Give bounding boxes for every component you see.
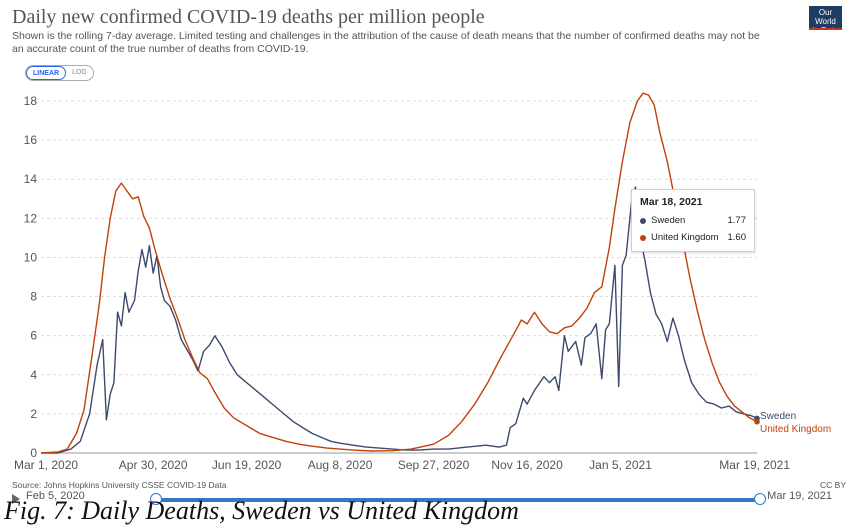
chart-title: Daily new confirmed COVID-19 deaths per … xyxy=(12,6,485,28)
tooltip-row-uk: United Kingdom 1.60 xyxy=(640,232,746,243)
y-tick-label: 16 xyxy=(24,133,38,147)
end-labels: Sweden United Kingdom xyxy=(760,411,831,435)
x-tick-label: Sep 27, 2020 xyxy=(398,458,470,472)
y-tick-label: 18 xyxy=(24,94,38,108)
tooltip-series-name: Sweden xyxy=(651,215,686,226)
tooltip-series-value: 1.60 xyxy=(727,232,747,243)
timeline-start-label: Feb 5, 2020 xyxy=(26,490,85,502)
source-text: Source: Johns Hopkins University CSSE CO… xyxy=(12,480,227,490)
logo-line-2: in Data xyxy=(812,26,839,35)
owid-logo[interactable]: Our World in Data xyxy=(809,6,842,35)
chart-subtitle: Shown is the rolling 7-day average. Limi… xyxy=(12,30,760,55)
hover-tooltip: Mar 18, 2021 Sweden 1.77 United Kingdom … xyxy=(631,189,755,252)
grid-lines xyxy=(41,100,757,454)
timeline-end-handle[interactable] xyxy=(754,493,766,505)
timeline-start-handle[interactable] xyxy=(150,493,162,505)
license-link[interactable]: CC BY xyxy=(820,480,846,490)
series-line-united-kingdom[interactable] xyxy=(40,92,758,454)
x-tick-label: Aug 8, 2020 xyxy=(308,458,373,472)
x-tick-label: Apr 30, 2020 xyxy=(119,458,188,472)
y-tick-label: 0 xyxy=(30,446,37,460)
scale-toggle[interactable]: LINEAR LOG xyxy=(25,65,94,81)
series-end-marker xyxy=(754,418,760,425)
series-lines xyxy=(40,92,760,454)
y-tick-label: 14 xyxy=(24,172,38,186)
y-tick-label: 10 xyxy=(24,250,38,264)
y-tick-label: 4 xyxy=(30,368,37,382)
x-tick-label: Nov 16, 2020 xyxy=(491,458,563,472)
tooltip-date: Mar 18, 2021 xyxy=(640,196,703,208)
y-tick-label: 2 xyxy=(30,407,37,421)
timeline-end-label: Mar 19, 2021 xyxy=(767,490,832,502)
x-tick-label: Mar 1, 2020 xyxy=(14,458,78,472)
y-tick-label: 8 xyxy=(30,290,37,304)
tooltip-series-value: 1.77 xyxy=(727,215,747,226)
sweden-dot-icon xyxy=(640,217,646,224)
series-end-label: United Kingdom xyxy=(760,424,831,435)
y-tick-label: 6 xyxy=(30,329,37,343)
chart-card: Daily new confirmed COVID-19 deaths per … xyxy=(0,0,850,490)
x-tick-labels: Mar 1, 2020 Apr 30, 2020 Jun 19, 2020 Aug 8… xyxy=(14,458,790,472)
series-line-sweden[interactable] xyxy=(41,186,758,454)
tooltip-row-sweden: Sweden 1.77 xyxy=(640,215,746,226)
series-end-label: Sweden xyxy=(760,411,796,422)
timeline-slider[interactable]: Feb 5, 2020 Mar 19, 2021 xyxy=(0,488,850,508)
timeline-track[interactable] xyxy=(154,498,762,502)
play-icon[interactable] xyxy=(12,494,20,504)
x-tick-label: Mar 19, 2021 xyxy=(719,458,790,472)
y-tick-label: 12 xyxy=(24,211,38,225)
line-chart[interactable]: 0 2 4 6 8 10 12 14 16 18 Mar 1, 2020 Apr 30, 2020 J… xyxy=(0,0,850,480)
tooltip-series-name: United Kingdom xyxy=(651,232,719,243)
x-tick-label: Jun 19, 2020 xyxy=(212,458,282,472)
x-tick-label: Jan 5, 2021 xyxy=(589,458,652,472)
log-scale-button[interactable]: LOG xyxy=(72,69,87,76)
uk-dot-icon xyxy=(640,234,646,241)
y-tick-labels: 0 2 4 6 8 10 12 14 16 18 xyxy=(24,94,38,460)
figure-caption: Fig. 7: Daily Deaths, Sweden vs United K… xyxy=(4,496,519,525)
linear-scale-button[interactable]: LINEAR xyxy=(26,66,67,80)
logo-bar xyxy=(809,28,842,30)
logo-line-1: Our World xyxy=(815,8,836,26)
